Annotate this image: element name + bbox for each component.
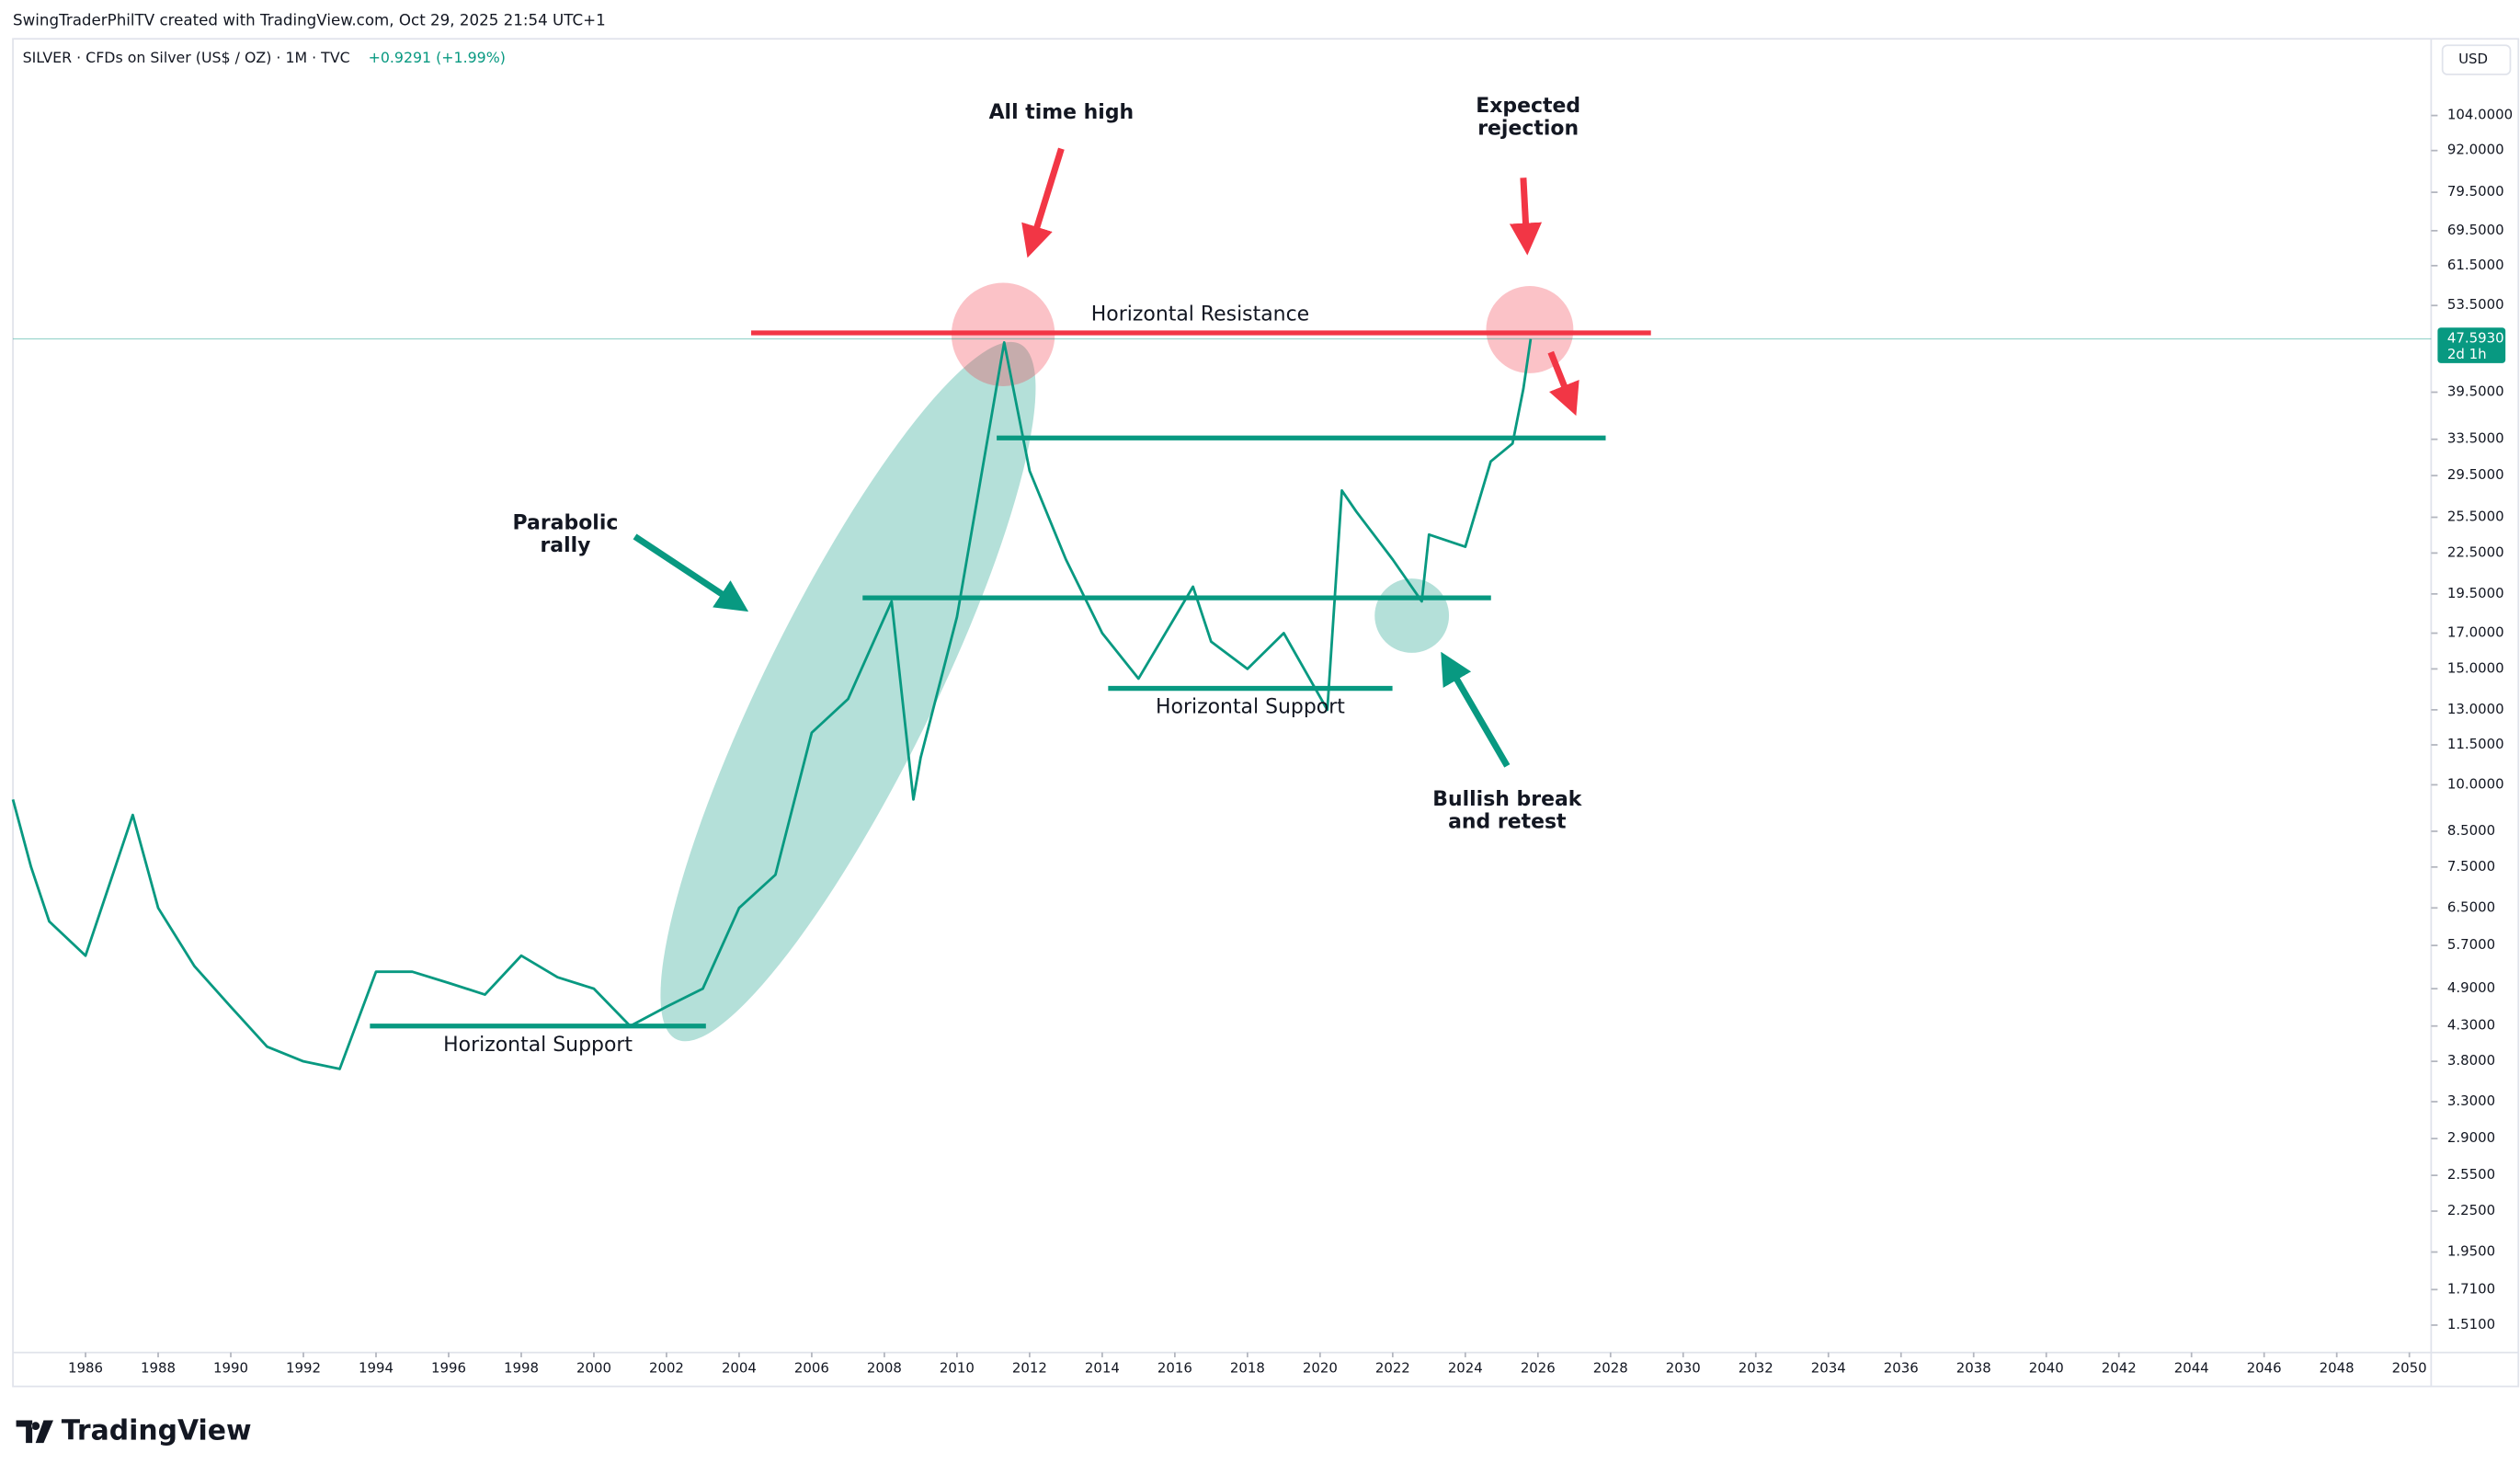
y-tick-label: 3.3000 [2447,1092,2495,1109]
x-tick-label: 2020 [1303,1359,1338,1376]
annotations: All time high Expected rejection Horizon… [443,95,1583,1057]
x-tick-label: 1992 [286,1359,321,1376]
change: +0.9291 (+1.99%) [369,49,506,66]
annotation: rally [540,534,590,557]
last-price-box [2437,327,2506,363]
x-tick-label: 2006 [794,1359,829,1376]
x-tick-label: 2008 [867,1359,902,1376]
y-tick-label: 104.0000 [2447,107,2513,123]
y-tick-label: 22.5000 [2447,543,2504,560]
watermark: SwingTraderPhilTV created with TradingVi… [13,11,606,29]
y-tick-label: 7.5000 [2447,858,2495,875]
y-tick-label: 19.5000 [2447,585,2504,601]
annotation: Bullish break [1432,788,1583,811]
x-tick-label: 2010 [940,1359,975,1376]
arrow [1509,177,1543,256]
y-tick-label: 11.5000 [2447,736,2504,752]
x-tick-label: 2014 [1085,1359,1120,1376]
y-tick-label: 4.3000 [2447,1017,2495,1034]
y-tick-label: 10.0000 [2447,775,2504,792]
x-tick-label: 2032 [1739,1359,1773,1376]
y-tick-label: 2.9000 [2447,1129,2495,1146]
y-tick-label: 61.5000 [2447,257,2504,273]
y-tick-label: 17.0000 [2447,624,2504,641]
annotation: Horizontal Support [1156,696,1345,719]
x-tick-label: 1994 [359,1359,393,1376]
countdown: 2d 1h [2447,346,2487,362]
annotation: rejection [1477,118,1579,141]
arrow [633,533,749,612]
x-tick-label: 2030 [1666,1359,1701,1376]
y-tick-label: 4.9000 [2447,979,2495,996]
x-tick-label: 1998 [504,1359,539,1376]
x-tick-label: 2028 [1593,1359,1628,1376]
arrow [1547,350,1579,417]
price-line [11,338,1533,1070]
x-tick-label: 2016 [1157,1359,1192,1376]
y-tick-label: 8.5000 [2447,822,2495,839]
x-tick-label: 1996 [431,1359,466,1376]
rejection-circle [1486,286,1574,373]
x-tick-label: 2018 [1230,1359,1265,1376]
y-tick-label: 53.5000 [2447,296,2504,313]
y-tick-label: 69.5000 [2447,222,2504,238]
y-tick-label: 5.7000 [2447,936,2495,953]
y-tick-label: 2.5500 [2447,1166,2495,1183]
currency[interactable]: USD [2458,51,2488,67]
arrow [1021,147,1065,258]
y-tick-label: 29.5000 [2447,466,2504,483]
y-tick-label: 2.2500 [2447,1202,2495,1218]
y-tick-label: 39.5000 [2447,383,2504,399]
x-tick-label: 2022 [1375,1359,1410,1376]
arrow [1441,651,1511,768]
x-tick-label: 2000 [576,1359,611,1376]
y-tick-label: 6.5000 [2447,898,2495,915]
x-tick-label: 2038 [1956,1359,1991,1376]
x-tick-label: 2044 [2174,1359,2209,1376]
x-tick-label: 1988 [141,1359,176,1376]
x-tick-label: 2036 [1884,1359,1919,1376]
symbol: SILVER · CFDs on Silver (US$ / OZ) · 1M … [23,49,350,66]
rally-ellipse [660,341,1036,1042]
y-tick-label: 13.0000 [2447,701,2504,717]
logo: TradingView [62,1414,252,1447]
x-tick-label: 2002 [649,1359,684,1376]
y-tick-label: 3.8000 [2447,1052,2495,1069]
y-tick-label: 33.5000 [2447,430,2504,447]
y-tick-label: 15.0000 [2447,659,2504,676]
x-tick-label: 1986 [68,1359,103,1376]
x-tick-label: 1990 [213,1359,248,1376]
x-tick-label: 2040 [2029,1359,2064,1376]
x-tick-label: 2042 [2102,1359,2137,1376]
y-tick-label: 1.9500 [2447,1242,2495,1259]
y-tick-label: 92.0000 [2447,142,2504,158]
x-tick-label: 2034 [1811,1359,1846,1376]
annotation: Horizontal Support [443,1034,633,1057]
last-price-label: 47.5930 [2447,330,2504,347]
frame [12,38,2520,1388]
x-tick-label: 2012 [1012,1359,1047,1376]
currency-button[interactable] [2441,44,2512,75]
annotation: Parabolic [513,511,619,534]
x-tick-label: 2024 [1448,1359,1483,1376]
retest-circle [1374,578,1450,653]
drawings [660,282,1574,1042]
x-tick-label: 2026 [1521,1359,1556,1376]
x-tick-label: 2004 [722,1359,757,1376]
y-tick-label: 25.5000 [2447,508,2504,524]
y-tick-label: 1.5100 [2447,1316,2495,1332]
x-tick-label: 2050 [2392,1359,2427,1376]
y-tick-label: 79.5000 [2447,183,2504,200]
annotation: and retest [1448,810,1566,833]
annotation: All time high [989,101,1135,124]
levels [370,147,1651,1029]
annotation: Horizontal Resistance [1091,303,1309,326]
x-tick-label: 2046 [2247,1359,2282,1376]
x-tick-label: 2048 [2320,1359,2355,1376]
annotation: Expected [1476,95,1580,118]
y-tick-label: 1.7100 [2447,1280,2495,1297]
logo-icon [16,1420,53,1444]
